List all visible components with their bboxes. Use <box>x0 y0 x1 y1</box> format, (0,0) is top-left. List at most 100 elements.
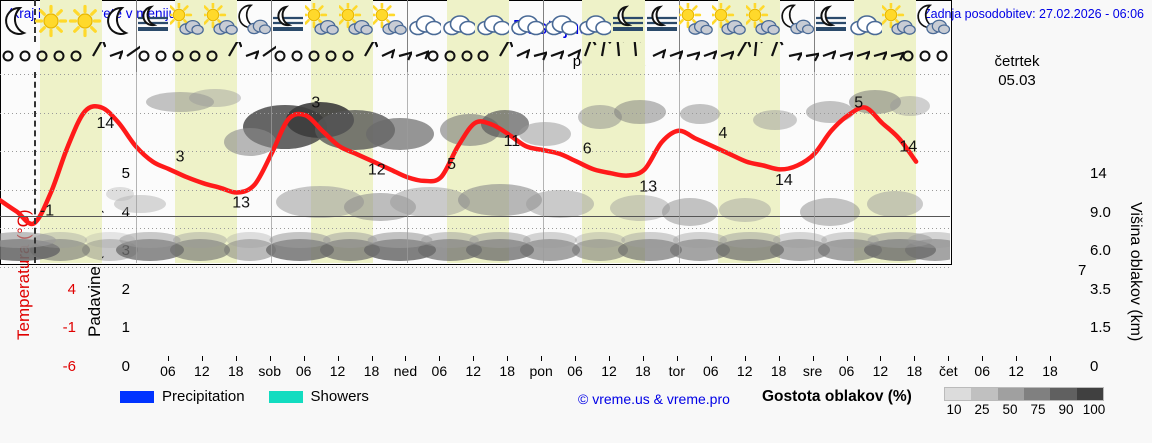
cloud-density-blob <box>320 239 380 261</box>
time-tick-label: ned <box>393 363 418 379</box>
cloud-density-step-75 <box>1023 388 1051 400</box>
time-tick-mark <box>201 356 203 361</box>
calm-wind-symbol <box>0 42 21 72</box>
cloud-density-blob <box>753 110 797 130</box>
cloud-icon <box>577 3 611 39</box>
day-separator <box>407 42 409 72</box>
vertical-gridline <box>814 72 816 263</box>
time-tick-mark <box>846 356 848 361</box>
time-tick-mark <box>167 356 169 361</box>
day-separator <box>135 42 137 72</box>
calm-wind-symbol <box>63 42 89 72</box>
sun-icon <box>68 3 102 39</box>
calm-wind-symbol <box>199 42 225 72</box>
cloud-density-scale: 10 25 50 75 90 100 <box>944 387 1105 417</box>
cloud-density-blob <box>618 239 682 261</box>
cloud-density-blob <box>520 239 580 261</box>
legend-item-showers: Showers <box>268 388 369 405</box>
daylight-band <box>311 42 374 72</box>
temperature-value-label: 5 <box>854 94 863 111</box>
cloud-density-blob <box>418 239 482 261</box>
time-tick-mark <box>710 356 712 361</box>
calm-wind-symbol <box>12 42 38 72</box>
day-separator <box>271 0 273 42</box>
cloud-density-blob <box>523 232 577 248</box>
cloud-density-blob <box>224 128 276 156</box>
moon-wind-icon <box>645 3 679 39</box>
temperature-value-label: 14 <box>97 115 115 132</box>
forecast-plot-frame: 14-11331231151361441457 <box>0 0 952 268</box>
calm-wind-symbol <box>437 42 463 72</box>
cloud-density-step-label: 10 <box>946 402 962 417</box>
cloud-density-blob <box>526 190 594 218</box>
time-axis: 06 12 18 sob 06 12 18 ned 06 12 18 pon 06 12 18 tor 06 12… <box>133 356 1085 383</box>
cloud-density-step-10 <box>945 388 972 400</box>
cloud-density-blob <box>821 232 879 248</box>
moon-wind-icon <box>271 3 305 39</box>
vertical-gridline <box>135 72 137 263</box>
time-tick-mark <box>676 356 678 361</box>
cloud-density-blob <box>572 239 628 261</box>
calm-wind-symbol <box>912 42 938 72</box>
daylight-band <box>39 72 102 263</box>
cloud-density-blob <box>574 232 626 248</box>
horizontal-gridline <box>0 189 950 191</box>
cloud-density-blob <box>908 232 950 248</box>
time-tick-mark <box>507 356 509 361</box>
daylight-band <box>39 42 102 72</box>
daylight-band <box>446 72 509 263</box>
time-tick-label: tor <box>668 363 686 379</box>
cloud-height-axis-ticks: 14 9.0 6.0 3.5 1.5 0 <box>1090 160 1126 375</box>
calm-wind-symbol <box>46 42 72 72</box>
axis-tick: 4 <box>121 203 130 221</box>
axis-tick: -1 <box>62 319 76 337</box>
sun-cloud-icon <box>882 3 916 39</box>
cloud-density-blob <box>716 239 784 261</box>
wind-barb-strip <box>0 36 950 72</box>
temperature-value-label: 6 <box>583 141 592 158</box>
time-tick-mark <box>880 356 882 361</box>
daylight-band <box>175 42 238 72</box>
cloud-density-blob <box>84 232 136 248</box>
temperature-value-label: -1 <box>40 202 54 219</box>
time-tick-mark <box>812 356 814 361</box>
calm-wind-symbol <box>182 42 208 72</box>
cloud-density-blob <box>867 232 933 248</box>
cloud-density-blob <box>719 198 771 222</box>
showers-swatch <box>268 390 303 403</box>
moon-cloud-icon <box>237 3 272 39</box>
calm-wind-symbol <box>301 42 327 72</box>
cloud-density-blob <box>673 232 727 248</box>
temperature-value-label: 12 <box>368 162 386 179</box>
day-separator <box>814 0 816 42</box>
time-tick-mark <box>575 356 577 361</box>
time-tick-mark <box>303 356 305 361</box>
time-tick-mark <box>948 356 950 361</box>
cloud-density-step-25 <box>971 388 998 400</box>
horizontal-gridline <box>0 151 950 153</box>
cloud-density-blob <box>114 195 166 213</box>
cloud-density-colorbar <box>944 387 1104 401</box>
calm-wind-symbol <box>267 42 293 72</box>
time-tick-label: 18 <box>906 363 923 379</box>
cloud-density-blob <box>119 232 181 248</box>
time-tick-mark <box>609 356 610 361</box>
cloud-density-step-90 <box>1050 388 1077 400</box>
vertical-gridline <box>542 72 544 263</box>
cloud-icon <box>543 3 577 39</box>
moon-wind-icon <box>814 3 848 39</box>
time-tick-label: čet <box>938 363 958 379</box>
calm-wind-symbol <box>148 42 174 72</box>
sun-cloud-icon <box>305 3 340 39</box>
time-tick-label: sre <box>802 363 823 379</box>
day-date: 05.03 <box>998 72 1036 89</box>
cloud-density-blob <box>481 110 529 138</box>
cloud-density-step-label: 50 <box>1002 402 1018 417</box>
cloud-density-blob <box>226 232 274 248</box>
cloud-density-blob <box>890 96 930 116</box>
temperature-value-label: 13 <box>639 179 657 196</box>
time-tick-mark <box>778 356 780 361</box>
cloud-density-blob <box>670 239 730 261</box>
current-time-marker <box>33 72 36 263</box>
